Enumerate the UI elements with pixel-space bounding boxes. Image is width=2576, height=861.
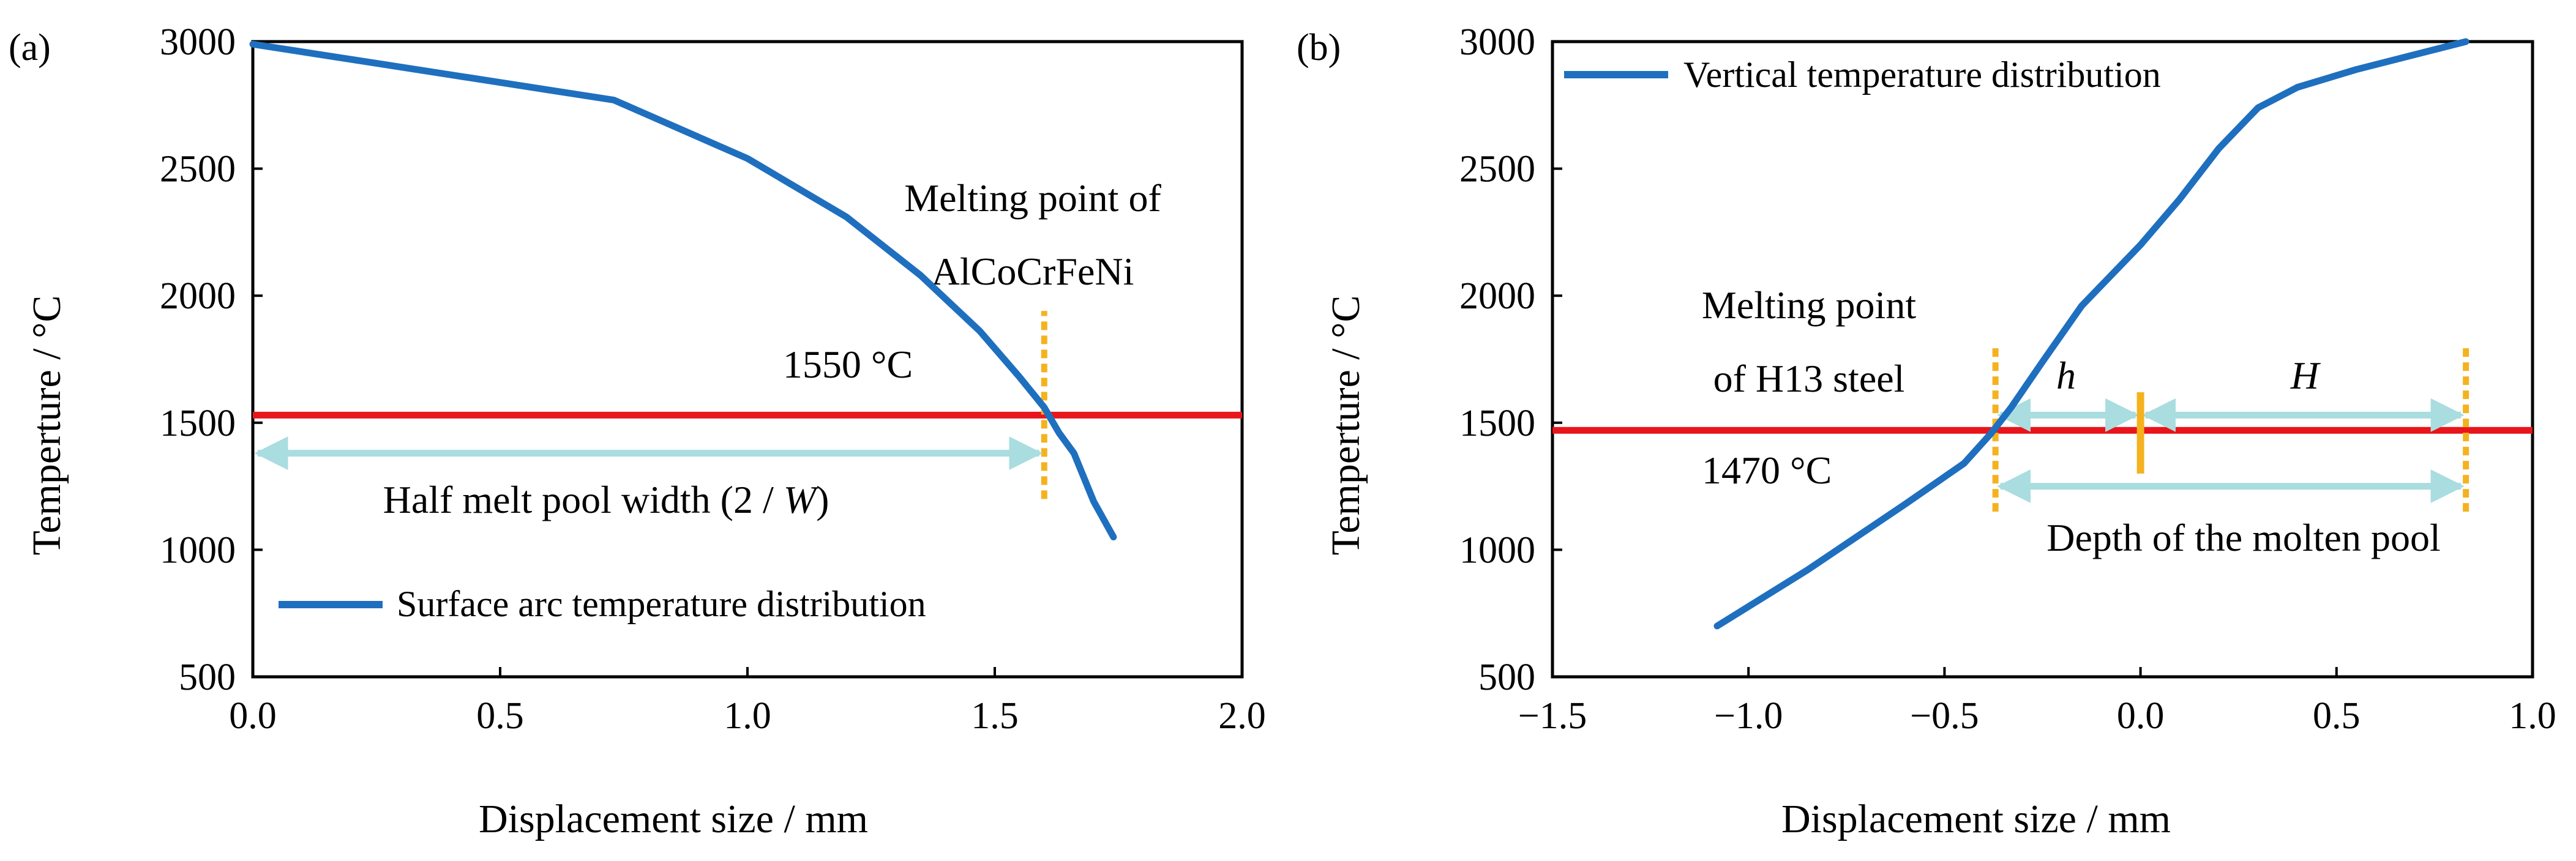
melting-temp-label-a: 1550 °C — [783, 343, 913, 386]
x-tick-label-b-5: 1.0 — [2509, 695, 2556, 737]
y-axis-label-a: Temperture / °C — [24, 296, 69, 556]
x-axis-label-b: Displacement size / mm — [1781, 797, 2171, 841]
melting-point-label-b-line1: Melting point — [1702, 283, 1916, 327]
depth-of-molten-pool-label: Depth of the molten pool — [2046, 516, 2440, 559]
y-tick-label-b-1000: 1000 — [1459, 529, 1535, 571]
melting-point-label-a-line1: Melting point of — [904, 176, 1161, 220]
series-line-b-0 — [1713, 38, 2469, 630]
x-tick-labels-b: −1.5 −1.0 −0.5 0.0 0.5 1.0 — [1518, 695, 2556, 737]
x-tick-labels-a: 0.0 0.5 1.0 1.5 2.0 — [229, 695, 1266, 737]
x-tick-label-b-2: −0.5 — [1910, 695, 1979, 737]
y-tick-label-a-3000: 3000 — [160, 21, 236, 63]
y-tick-label-b-3000: 3000 — [1459, 21, 1535, 63]
x-tick-label-b-1: −1.0 — [1714, 695, 1783, 737]
x-tick-label-a-3: 1.5 — [971, 695, 1019, 737]
h-label: h — [2056, 354, 2076, 397]
panel-label-a: (a) — [9, 27, 51, 69]
legend-label-b: Vertical temperature distribution — [1683, 54, 2161, 95]
y-tick-label-a-1000: 1000 — [160, 529, 236, 571]
chart-panel-a: (a) 500 1000 1500 2000 2500 3000 0.0 0.5… — [9, 21, 1266, 841]
x-tick-label-a-2: 1.0 — [724, 695, 771, 737]
y-axis-label-b: Temperture / °C — [1324, 296, 1368, 556]
y-tick-labels-b: 500 1000 1500 2000 2500 3000 — [1459, 21, 1535, 698]
x-tick-label-b-4: 0.5 — [2313, 695, 2361, 737]
chart-panel-b: (b) 500 1000 1500 2000 2500 3000 −1.5 −1… — [1297, 21, 2556, 841]
x-tick-label-a-0: 0.0 — [229, 695, 277, 737]
y-tick-label-b-500: 500 — [1478, 657, 1535, 698]
plot-frame-b — [1551, 40, 2534, 679]
legend-label-a: Surface arc temperature distribution — [397, 584, 926, 624]
x-tick-label-a-1: 0.5 — [476, 695, 524, 737]
x-tick-label-a-4: 2.0 — [1218, 695, 1266, 737]
melting-point-label-b-line2: of H13 steel — [1713, 357, 1905, 400]
panel-label-b: (b) — [1297, 27, 1341, 69]
half-melt-pool-width-label: Half melt pool width (2 / W) — [383, 478, 829, 521]
melting-point-label-a-line2: AlCoCrFeNi — [932, 250, 1134, 293]
x-tick-label-b-0: −1.5 — [1518, 695, 1587, 737]
legend-a: Surface arc temperature distribution — [279, 584, 926, 624]
x-axis-label-a: Displacement size / mm — [479, 797, 868, 841]
y-tick-label-b-2000: 2000 — [1459, 275, 1535, 317]
series-line-a-0 — [249, 40, 1117, 541]
H-label: H — [2290, 354, 2321, 397]
y-tick-label-b-2500: 2500 — [1459, 149, 1535, 190]
y-tick-label-a-1500: 1500 — [160, 403, 236, 444]
y-tick-label-b-1500: 1500 — [1459, 403, 1535, 444]
y-tick-labels-a: 500 1000 1500 2000 2500 3000 — [160, 21, 236, 698]
x-tick-label-b-3: 0.0 — [2117, 695, 2165, 737]
melting-temp-label-b: 1470 °C — [1702, 449, 1832, 492]
y-tick-label-a-2000: 2000 — [160, 275, 236, 317]
y-tick-label-a-500: 500 — [179, 657, 236, 698]
y-tick-label-a-2500: 2500 — [160, 149, 236, 190]
legend-b: Vertical temperature distribution — [1564, 54, 2161, 95]
plot-frame-a — [251, 40, 1244, 679]
